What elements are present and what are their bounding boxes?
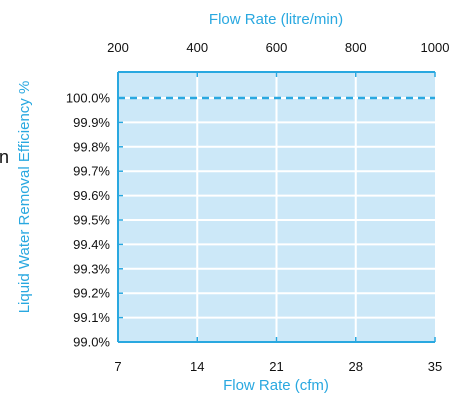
x2-axis-title: Flow Rate (litre/min): [209, 11, 343, 28]
x2-tick-label: 600: [266, 40, 288, 55]
y-tick-label: 99.4%: [73, 237, 110, 252]
partial-text: n: [0, 147, 9, 167]
x-tick-label: 28: [349, 359, 363, 374]
y-axis-title: Liquid Water Removal Efficiency %: [16, 81, 33, 314]
y-tick-label: 99.7%: [73, 164, 110, 179]
x-tick-label: 35: [428, 359, 442, 374]
grid-layer: [118, 72, 435, 342]
x2-tick-label: 400: [186, 40, 208, 55]
y-tick-label: 99.3%: [73, 261, 110, 276]
y-tick-label: 100.0%: [66, 91, 111, 106]
x-axis-title: Flow Rate (cfm): [223, 377, 329, 394]
x-tick-label: 7: [114, 359, 121, 374]
y-tick-label: 99.8%: [73, 139, 110, 154]
x2-tick-label: 200: [107, 40, 129, 55]
y-tick-label: 99.0%: [73, 335, 110, 350]
y-tick-label: 99.9%: [73, 115, 110, 130]
y-tick-label: 99.5%: [73, 213, 110, 228]
x-tick-label: 14: [190, 359, 204, 374]
y-tick-labels: 99.0% 99.1% 99.2% 99.3% 99.4% 99.5% 99.6% 99.7%…: [66, 91, 111, 350]
y-tick-label: 99.6%: [73, 188, 110, 203]
axis-layer: [117, 71, 436, 343]
x2-tick-label: 1000: [421, 40, 450, 55]
x-tick-labels: 7 14 21 28 35: [114, 359, 442, 374]
y-tick-label: 99.1%: [73, 310, 110, 325]
x2-tick-label: 800: [345, 40, 367, 55]
x-tick-label: 21: [269, 359, 283, 374]
y-tick-label: 99.2%: [73, 286, 110, 301]
x2-tick-labels: 200 400 600 800 1000: [107, 40, 449, 55]
